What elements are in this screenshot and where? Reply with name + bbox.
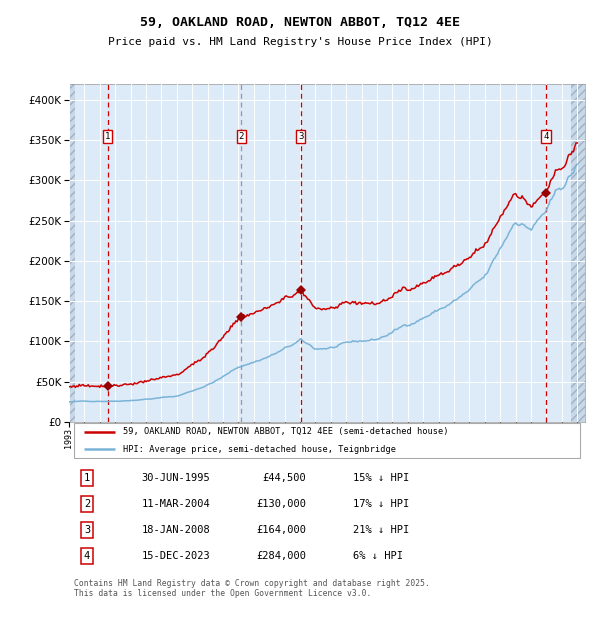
Text: 21% ↓ HPI: 21% ↓ HPI (353, 525, 409, 535)
Text: HPI: Average price, semi-detached house, Teignbridge: HPI: Average price, semi-detached house,… (123, 445, 396, 454)
Text: £44,500: £44,500 (263, 473, 307, 483)
Text: 3: 3 (298, 131, 304, 141)
Text: Price paid vs. HM Land Registry's House Price Index (HPI): Price paid vs. HM Land Registry's House … (107, 37, 493, 47)
Text: 15% ↓ HPI: 15% ↓ HPI (353, 473, 409, 483)
Text: 1: 1 (84, 473, 90, 483)
Text: 11-MAR-2004: 11-MAR-2004 (141, 499, 210, 509)
Text: 1: 1 (105, 131, 110, 141)
Text: 18-JAN-2008: 18-JAN-2008 (141, 525, 210, 535)
Text: 17% ↓ HPI: 17% ↓ HPI (353, 499, 409, 509)
FancyBboxPatch shape (74, 423, 580, 458)
Text: 30-JUN-1995: 30-JUN-1995 (141, 473, 210, 483)
Text: 15-DEC-2023: 15-DEC-2023 (141, 551, 210, 561)
Text: 59, OAKLAND ROAD, NEWTON ABBOT, TQ12 4EE (semi-detached house): 59, OAKLAND ROAD, NEWTON ABBOT, TQ12 4EE… (123, 427, 449, 436)
Text: 3: 3 (84, 525, 90, 535)
Text: £130,000: £130,000 (256, 499, 307, 509)
Text: 6% ↓ HPI: 6% ↓ HPI (353, 551, 403, 561)
Text: £164,000: £164,000 (256, 525, 307, 535)
Bar (571, 84, 585, 422)
Text: 2: 2 (84, 499, 90, 509)
Text: £284,000: £284,000 (256, 551, 307, 561)
Text: 59, OAKLAND ROAD, NEWTON ABBOT, TQ12 4EE: 59, OAKLAND ROAD, NEWTON ABBOT, TQ12 4EE (140, 16, 460, 29)
Text: 4: 4 (84, 551, 90, 561)
Bar (69, 84, 76, 422)
Text: 2: 2 (239, 131, 244, 141)
Text: 4: 4 (543, 131, 548, 141)
Text: Contains HM Land Registry data © Crown copyright and database right 2025.
This d: Contains HM Land Registry data © Crown c… (74, 579, 430, 598)
